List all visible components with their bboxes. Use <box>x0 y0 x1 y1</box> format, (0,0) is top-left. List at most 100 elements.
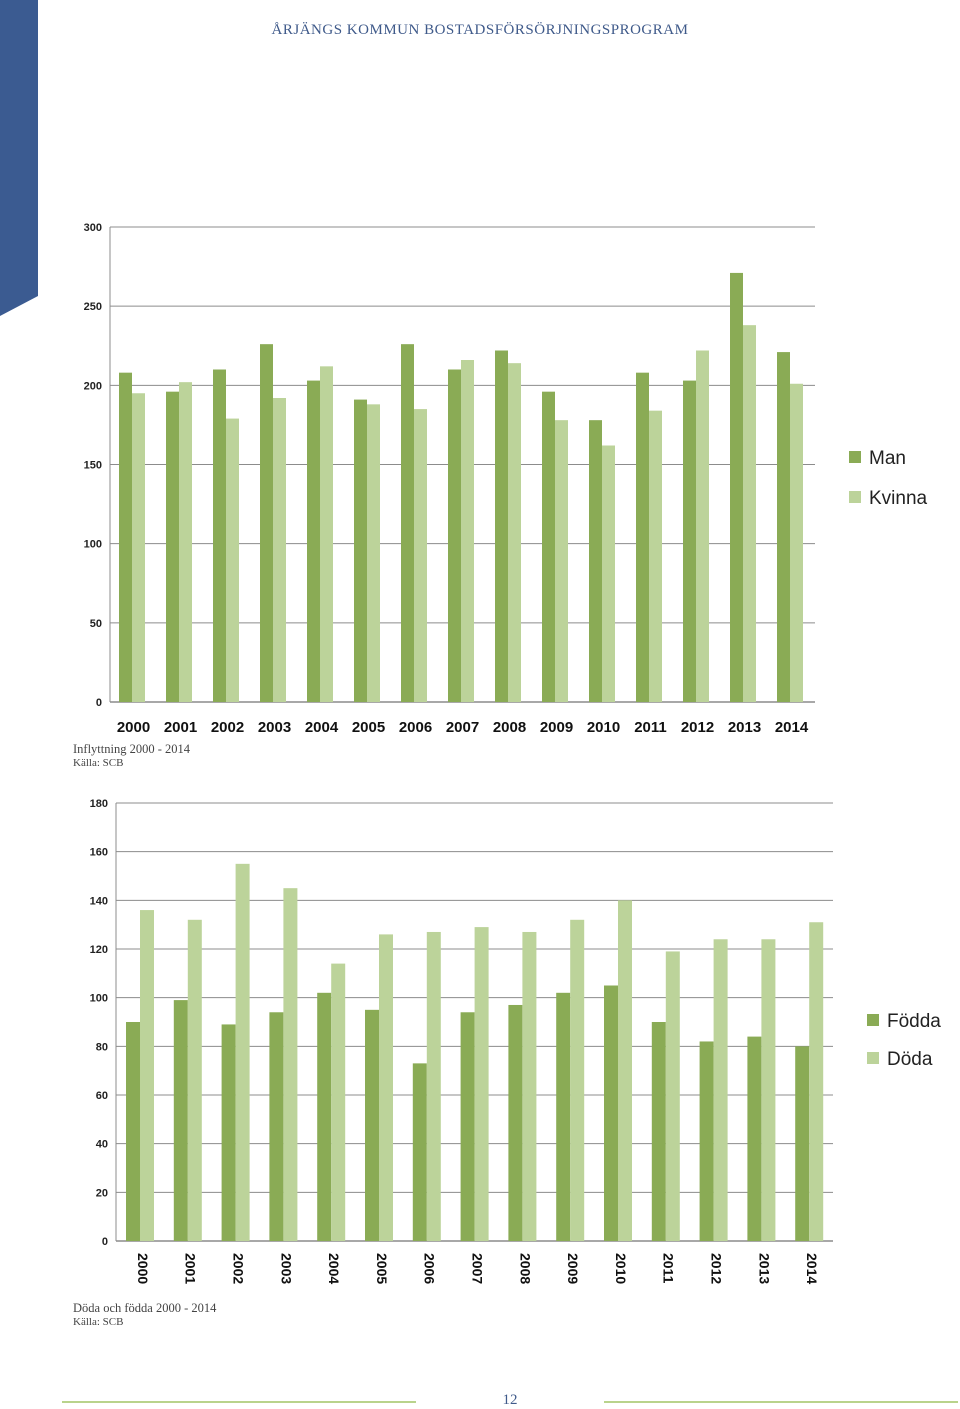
legend-label-man: Man <box>869 448 906 469</box>
bar-döda-2010 <box>618 900 632 1241</box>
x-tick-label: 2007 <box>470 1253 486 1284</box>
bar-döda-2005 <box>379 934 393 1241</box>
bar-man-2001 <box>166 391 179 702</box>
x-tick-label: 2004 <box>326 1253 342 1284</box>
bar-kvinna-2002 <box>226 418 239 702</box>
x-tick-label: 2009 <box>540 719 573 736</box>
bar-kvinna-2005 <box>367 404 380 702</box>
x-tick-label: 2011 <box>634 719 667 736</box>
bar-födda-2008 <box>508 1004 523 1241</box>
x-tick-label: 2007 <box>446 719 479 736</box>
bar-döda-2001 <box>187 919 202 1241</box>
bar-döda-2008 <box>522 931 537 1241</box>
bar-födda-2002 <box>221 1024 236 1241</box>
bar-födda-2013 <box>747 1036 762 1241</box>
bar-födda-2010 <box>604 985 618 1241</box>
x-tick-label: 2010 <box>613 1253 629 1284</box>
x-tick-label: 2001 <box>164 719 197 736</box>
y-tick-label: 0 <box>102 1236 108 1248</box>
immigration-bar-chart: 0 50 100 150 200 250 300 2000 2001 2002 2003 2004 20… <box>84 222 928 736</box>
bar-kvinna-2009 <box>555 420 568 702</box>
y-tick-label: 160 <box>90 847 108 859</box>
bar-kvinna-2013 <box>743 325 756 702</box>
bar-man-2006 <box>401 344 414 702</box>
bar-döda-2006 <box>426 931 441 1241</box>
legend-swatch-döda <box>867 1052 879 1064</box>
x-tick-label: 2010 <box>587 719 620 736</box>
x-tick-label: 2008 <box>517 1253 533 1284</box>
bar-födda-2011 <box>651 1022 666 1241</box>
footer-line-right <box>604 1401 958 1403</box>
bar-födda-2007 <box>460 1012 475 1241</box>
bar-döda-2009 <box>570 919 585 1241</box>
bar-döda-2012 <box>713 939 728 1241</box>
y-tick-label: 200 <box>84 380 102 392</box>
bar-döda-2003 <box>283 888 298 1241</box>
x-tick-label: 2002 <box>211 719 244 736</box>
bar-kvinna-2007 <box>461 360 474 702</box>
document-header: ÅRJÄNGS KOMMUN BOSTADSFÖRSÖRJNINGSPROGRA… <box>271 22 689 38</box>
bar-döda-2000 <box>140 910 154 1241</box>
legend-swatch-man <box>849 451 861 463</box>
side-tab-decoration <box>0 0 38 316</box>
bar-man-2004 <box>307 380 320 702</box>
bar-döda-2002 <box>235 863 250 1241</box>
y-tick-label: 100 <box>84 539 102 551</box>
bar-man-2009 <box>542 391 555 702</box>
bar-döda-2013 <box>761 939 776 1241</box>
x-tick-label: 2000 <box>117 719 150 736</box>
y-tick-label: 300 <box>84 222 102 234</box>
x-tick-label: 2009 <box>565 1253 581 1284</box>
x-tick-label: 2011 <box>661 1253 677 1284</box>
chart-legend: Man Kvinna <box>849 448 928 509</box>
x-tick-label: 2012 <box>709 1253 725 1284</box>
chart2-caption-title: Döda och födda 2000 - 2014 <box>73 1301 217 1315</box>
y-tick-label: 0 <box>96 697 102 709</box>
y-tick-label: 50 <box>90 618 102 630</box>
x-tick-label: 2014 <box>804 1253 820 1284</box>
page-number: 12 <box>502 1392 518 1408</box>
chart-legend: Födda Döda <box>867 1011 941 1070</box>
bar-kvinna-2012 <box>696 350 709 702</box>
x-tick-label: 2006 <box>422 1253 438 1284</box>
y-tick-label: 100 <box>90 993 108 1005</box>
bar-kvinna-2011 <box>649 410 662 702</box>
bar-kvinna-2003 <box>273 398 286 702</box>
x-tick-label: 2014 <box>775 719 809 736</box>
x-tick-label: 2013 <box>756 1253 772 1284</box>
x-tick-label: 2002 <box>231 1253 247 1284</box>
bar-man-2012 <box>683 380 696 702</box>
legend-swatch-kvinna <box>849 491 861 503</box>
bar-kvinna-2006 <box>414 409 427 702</box>
legend-swatch-födda <box>867 1014 879 1026</box>
x-tick-label: 2008 <box>493 719 526 736</box>
y-tick-label: 80 <box>96 1041 108 1053</box>
chart2-caption-source: Källa: SCB <box>73 1316 124 1328</box>
bar-döda-2004 <box>331 963 346 1241</box>
y-tick-label: 250 <box>84 301 102 313</box>
bar-födda-2006 <box>412 1063 427 1241</box>
bar-man-2005 <box>354 399 367 702</box>
chart1-caption: Inflyttning 2000 - 2014 Källa: SCB <box>73 742 190 769</box>
bar-man-2010 <box>589 420 602 702</box>
bar-döda-2011 <box>665 951 680 1241</box>
x-tick-label: 2005 <box>352 719 385 736</box>
y-tick-label: 120 <box>90 944 108 956</box>
x-tick-label: 2001 <box>183 1253 199 1284</box>
bar-födda-2009 <box>556 992 571 1241</box>
bar-döda-2007 <box>474 927 489 1241</box>
bar-döda-2014 <box>809 922 824 1241</box>
bar-man-2013 <box>730 272 743 702</box>
chart1-caption-title: Inflyttning 2000 - 2014 <box>73 742 191 756</box>
y-tick-label: 60 <box>96 1090 108 1102</box>
y-tick-label: 20 <box>96 1187 108 1199</box>
bar-kvinna-2010 <box>602 445 615 702</box>
y-tick-label: 40 <box>96 1139 108 1151</box>
x-tick-label: 2006 <box>399 719 432 736</box>
bar-man-2002 <box>213 369 226 702</box>
bar-man-2011 <box>636 372 649 702</box>
bar-kvinna-2004 <box>320 366 333 702</box>
bar-man-2003 <box>260 344 273 702</box>
bar-man-2000 <box>119 372 132 702</box>
bar-födda-2001 <box>173 1000 188 1241</box>
